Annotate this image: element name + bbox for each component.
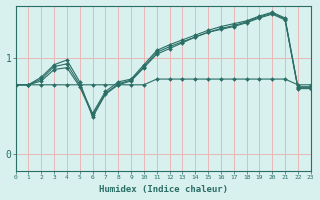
X-axis label: Humidex (Indice chaleur): Humidex (Indice chaleur) [99,185,228,194]
